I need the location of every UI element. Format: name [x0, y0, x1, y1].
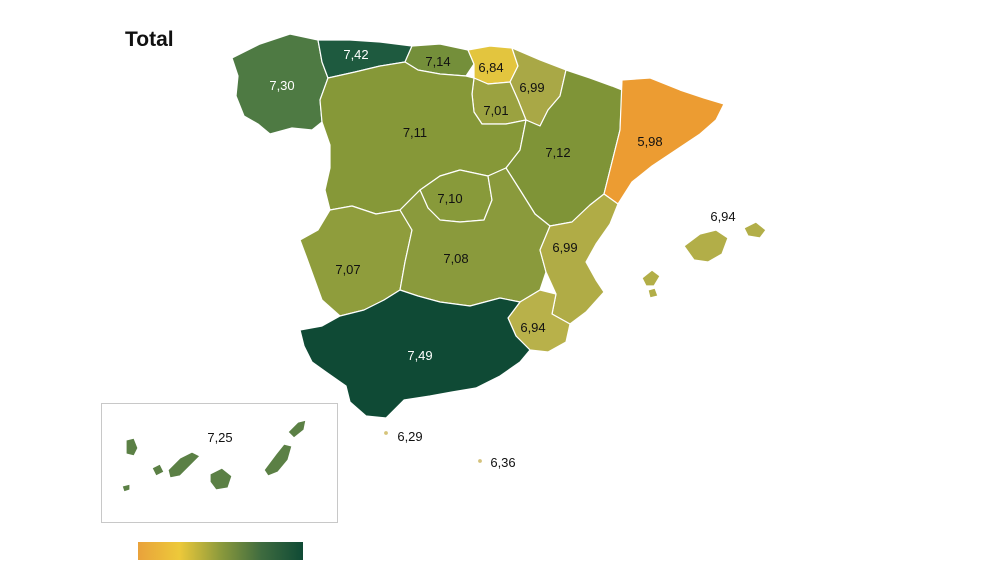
value-label-murcia: 6,94 [520, 320, 545, 335]
value-label-canarias: 7,25 [207, 430, 232, 445]
value-label-valencia: 6,99 [552, 240, 577, 255]
color-scale-legend [138, 542, 303, 560]
map-title: Total [125, 28, 174, 51]
value-label-cantabria: 7,14 [425, 54, 450, 69]
region-melilla[interactable] [476, 457, 484, 465]
region-cataluna[interactable] [603, 77, 725, 205]
value-label-pais-vasco: 6,84 [478, 60, 503, 75]
value-label-baleares: 6,94 [710, 209, 735, 224]
value-label-madrid: 7,10 [437, 191, 462, 206]
value-label-navarra: 6,99 [519, 80, 544, 95]
value-label-galicia: 7,30 [269, 78, 294, 93]
region-baleares[interactable] [641, 221, 767, 299]
region-canarias[interactable] [121, 419, 307, 493]
value-label-ceuta: 6,29 [397, 429, 422, 444]
value-label-castilla-la-mancha: 7,08 [443, 251, 468, 266]
value-label-asturias: 7,42 [343, 47, 368, 62]
region-ceuta[interactable] [382, 429, 390, 437]
value-label-andalucia: 7,49 [407, 348, 432, 363]
region-andalucia[interactable] [299, 289, 531, 419]
legend-gradient-bar [138, 542, 303, 560]
value-label-extremadura: 7,07 [335, 262, 360, 277]
region-galicia[interactable] [231, 33, 329, 135]
canary-islands-inset-frame [101, 403, 338, 523]
value-label-melilla: 6,36 [490, 455, 515, 470]
value-label-castilla-y-leon: 7,11 [403, 125, 427, 140]
value-label-aragon: 7,12 [545, 145, 570, 160]
value-label-la-rioja: 7,01 [483, 103, 508, 118]
value-label-cataluna: 5,98 [637, 134, 662, 149]
